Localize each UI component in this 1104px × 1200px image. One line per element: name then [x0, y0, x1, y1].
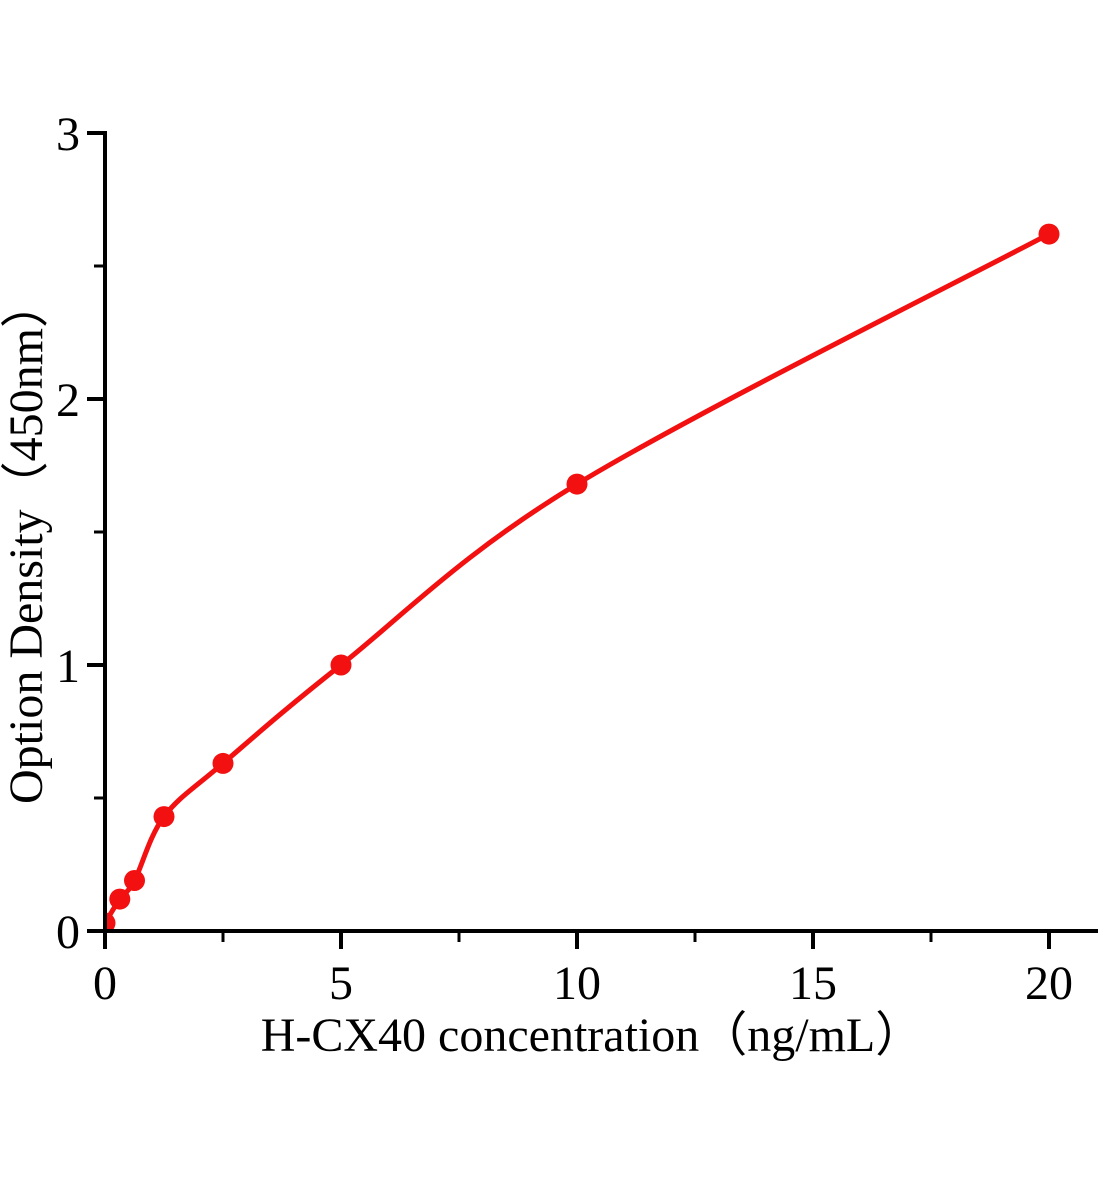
data-point — [153, 806, 175, 828]
y-axis-title: Option Density（450nm） — [0, 280, 53, 804]
y-tick-label: 2 — [56, 374, 80, 427]
data-point — [212, 752, 234, 774]
tick-labels-layer: 0 5 10 15 20 0 1 2 3 — [56, 108, 1073, 1010]
y-tick-label: 1 — [56, 640, 80, 693]
x-tick-label: 0 — [93, 957, 117, 1010]
data-point — [124, 870, 145, 891]
data-point — [1038, 223, 1060, 245]
x-tick-label: 20 — [1025, 957, 1073, 1010]
data-point — [566, 473, 588, 495]
x-axis-title: H-CX40 concentration（ng/mL） — [261, 1009, 924, 1062]
fit-curve — [104, 231, 1052, 926]
y-tick-label: 3 — [56, 108, 80, 161]
y-tick-label: 0 — [56, 906, 80, 959]
data-points-layer — [104, 223, 1060, 933]
data-point — [330, 654, 352, 676]
x-tick-label: 15 — [789, 957, 837, 1010]
x-tick-label: 5 — [329, 957, 353, 1010]
data-point — [109, 888, 131, 910]
x-tick-label: 10 — [553, 957, 601, 1010]
axes-layer — [87, 131, 1098, 949]
fit-curve-layer — [104, 231, 1052, 926]
